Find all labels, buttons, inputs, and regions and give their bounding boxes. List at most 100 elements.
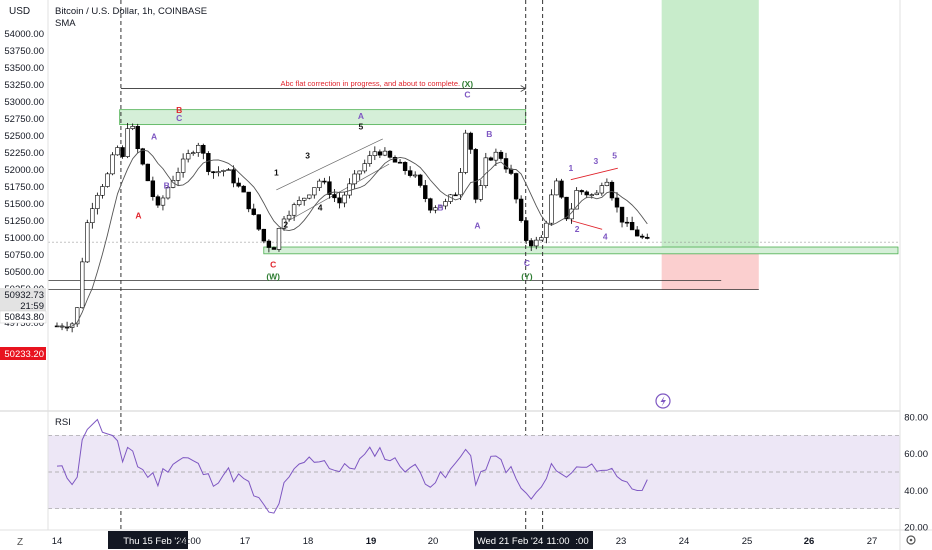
candle-body	[544, 222, 549, 238]
candle-body	[332, 194, 337, 199]
wave-label: C	[464, 89, 470, 99]
candle-body	[175, 172, 181, 181]
candle-body	[196, 144, 201, 153]
wave-label: 5	[359, 121, 364, 131]
candle-body	[276, 228, 282, 250]
candle-body	[74, 307, 80, 325]
candle-body	[443, 201, 448, 207]
wave-label: 1	[274, 168, 279, 178]
wave-label: (X)	[462, 79, 474, 89]
settings-icon[interactable]	[906, 535, 916, 545]
candle-body	[180, 158, 186, 173]
candle-body	[372, 151, 378, 156]
candle-body	[614, 197, 620, 208]
candle-body	[584, 191, 589, 196]
candle-body	[251, 208, 256, 215]
candle-body	[594, 192, 600, 195]
current-price: 50932.73	[4, 290, 44, 301]
currency-label: USD	[9, 6, 30, 17]
candle-body	[640, 235, 645, 238]
candle-body	[145, 163, 151, 182]
price-axis[interactable]: 54000.00 53750.00 53500.00 53250.00 53000.00…	[4, 29, 44, 329]
price-tick-label: 53000.00	[4, 97, 44, 108]
wave-label: 2	[283, 219, 288, 229]
rsi-tick-label: 60.00	[904, 449, 928, 460]
candle-body	[291, 204, 297, 216]
candle-body	[261, 228, 267, 242]
time-tick-label: Thu 15 Feb '24	[123, 536, 187, 547]
price-tick-label: 52250.00	[4, 148, 44, 159]
candle-body	[554, 180, 559, 196]
candle-body	[352, 173, 357, 185]
red-level-price: 50233.20	[4, 349, 44, 360]
level-price-badge	[0, 310, 47, 324]
candle-body	[397, 161, 403, 164]
wave-label: 4	[318, 202, 323, 212]
candle-body	[160, 197, 166, 206]
candle-body	[539, 237, 544, 241]
time-tick-label: 11:00	[546, 536, 569, 547]
candle-body	[206, 153, 211, 172]
price-tick-label: 51500.00	[4, 199, 44, 210]
candle-body	[322, 180, 327, 183]
time-tick-label: 17	[240, 536, 251, 547]
candle-body	[246, 191, 251, 210]
price-tick-label: 49750.00	[4, 318, 44, 329]
lightning-icon[interactable]	[655, 393, 671, 409]
candle-body	[256, 214, 261, 230]
wave-label: B	[437, 202, 443, 212]
candle-body	[80, 261, 85, 309]
time-tick-label: 14:00	[177, 536, 201, 547]
time-tick-label: 18	[303, 536, 314, 547]
candle-body	[478, 185, 483, 200]
candle-body	[634, 229, 640, 237]
candle-body	[150, 180, 156, 197]
wave-label: C	[524, 258, 530, 268]
candle-body	[281, 218, 287, 229]
wave-label: 3	[594, 156, 599, 166]
candle-body	[458, 172, 463, 196]
timezone-icon[interactable]: Z	[17, 537, 23, 548]
trend-lines	[120, 85, 618, 230]
level-price: 50843.80	[4, 312, 44, 323]
time-tick-label: Wed 21 Feb '24	[477, 536, 544, 547]
rsi-axis[interactable]: 80.00 60.00 40.00 20.00	[904, 413, 928, 534]
candle-body	[503, 158, 509, 170]
candle-body	[377, 151, 383, 156]
candle-body	[493, 151, 499, 161]
rsi-label: RSI	[55, 417, 71, 428]
wave-label: C	[270, 259, 276, 269]
rsi-tick-label: 20.00	[904, 523, 928, 534]
wave-label: Abc flat correction in progress, and abo…	[280, 79, 460, 88]
level-lines	[48, 241, 900, 291]
countdown: 21:59	[20, 301, 44, 312]
candle-body	[367, 155, 372, 164]
price-tick-label: 51000.00	[4, 233, 44, 244]
candle-body	[619, 206, 625, 223]
time-tick-label: 24	[679, 536, 690, 547]
rsi-levels	[48, 434, 900, 510]
candle-body	[165, 187, 171, 199]
red-level-badge	[0, 347, 46, 360]
price-tick-label: 52750.00	[4, 114, 44, 125]
candle-body	[529, 240, 534, 247]
candle-body	[140, 148, 145, 165]
candle-body	[418, 174, 423, 186]
time-cursor-badge	[108, 531, 188, 549]
time-tick-label: 19	[366, 536, 377, 547]
candle-body	[342, 194, 347, 204]
candle-body	[599, 185, 605, 194]
time-tick-label: :00	[575, 536, 588, 547]
stop-zone	[661, 248, 759, 290]
price-tick-label: 52500.00	[4, 131, 44, 142]
candle-body	[155, 196, 161, 206]
candle-body	[574, 190, 579, 210]
candle-body	[559, 180, 564, 198]
time-tick-label: 26	[804, 536, 815, 547]
candle-body	[468, 132, 473, 150]
wave-label: A	[151, 132, 157, 142]
rsi-tick-label: 80.00	[904, 413, 928, 424]
candle-body	[463, 132, 468, 173]
